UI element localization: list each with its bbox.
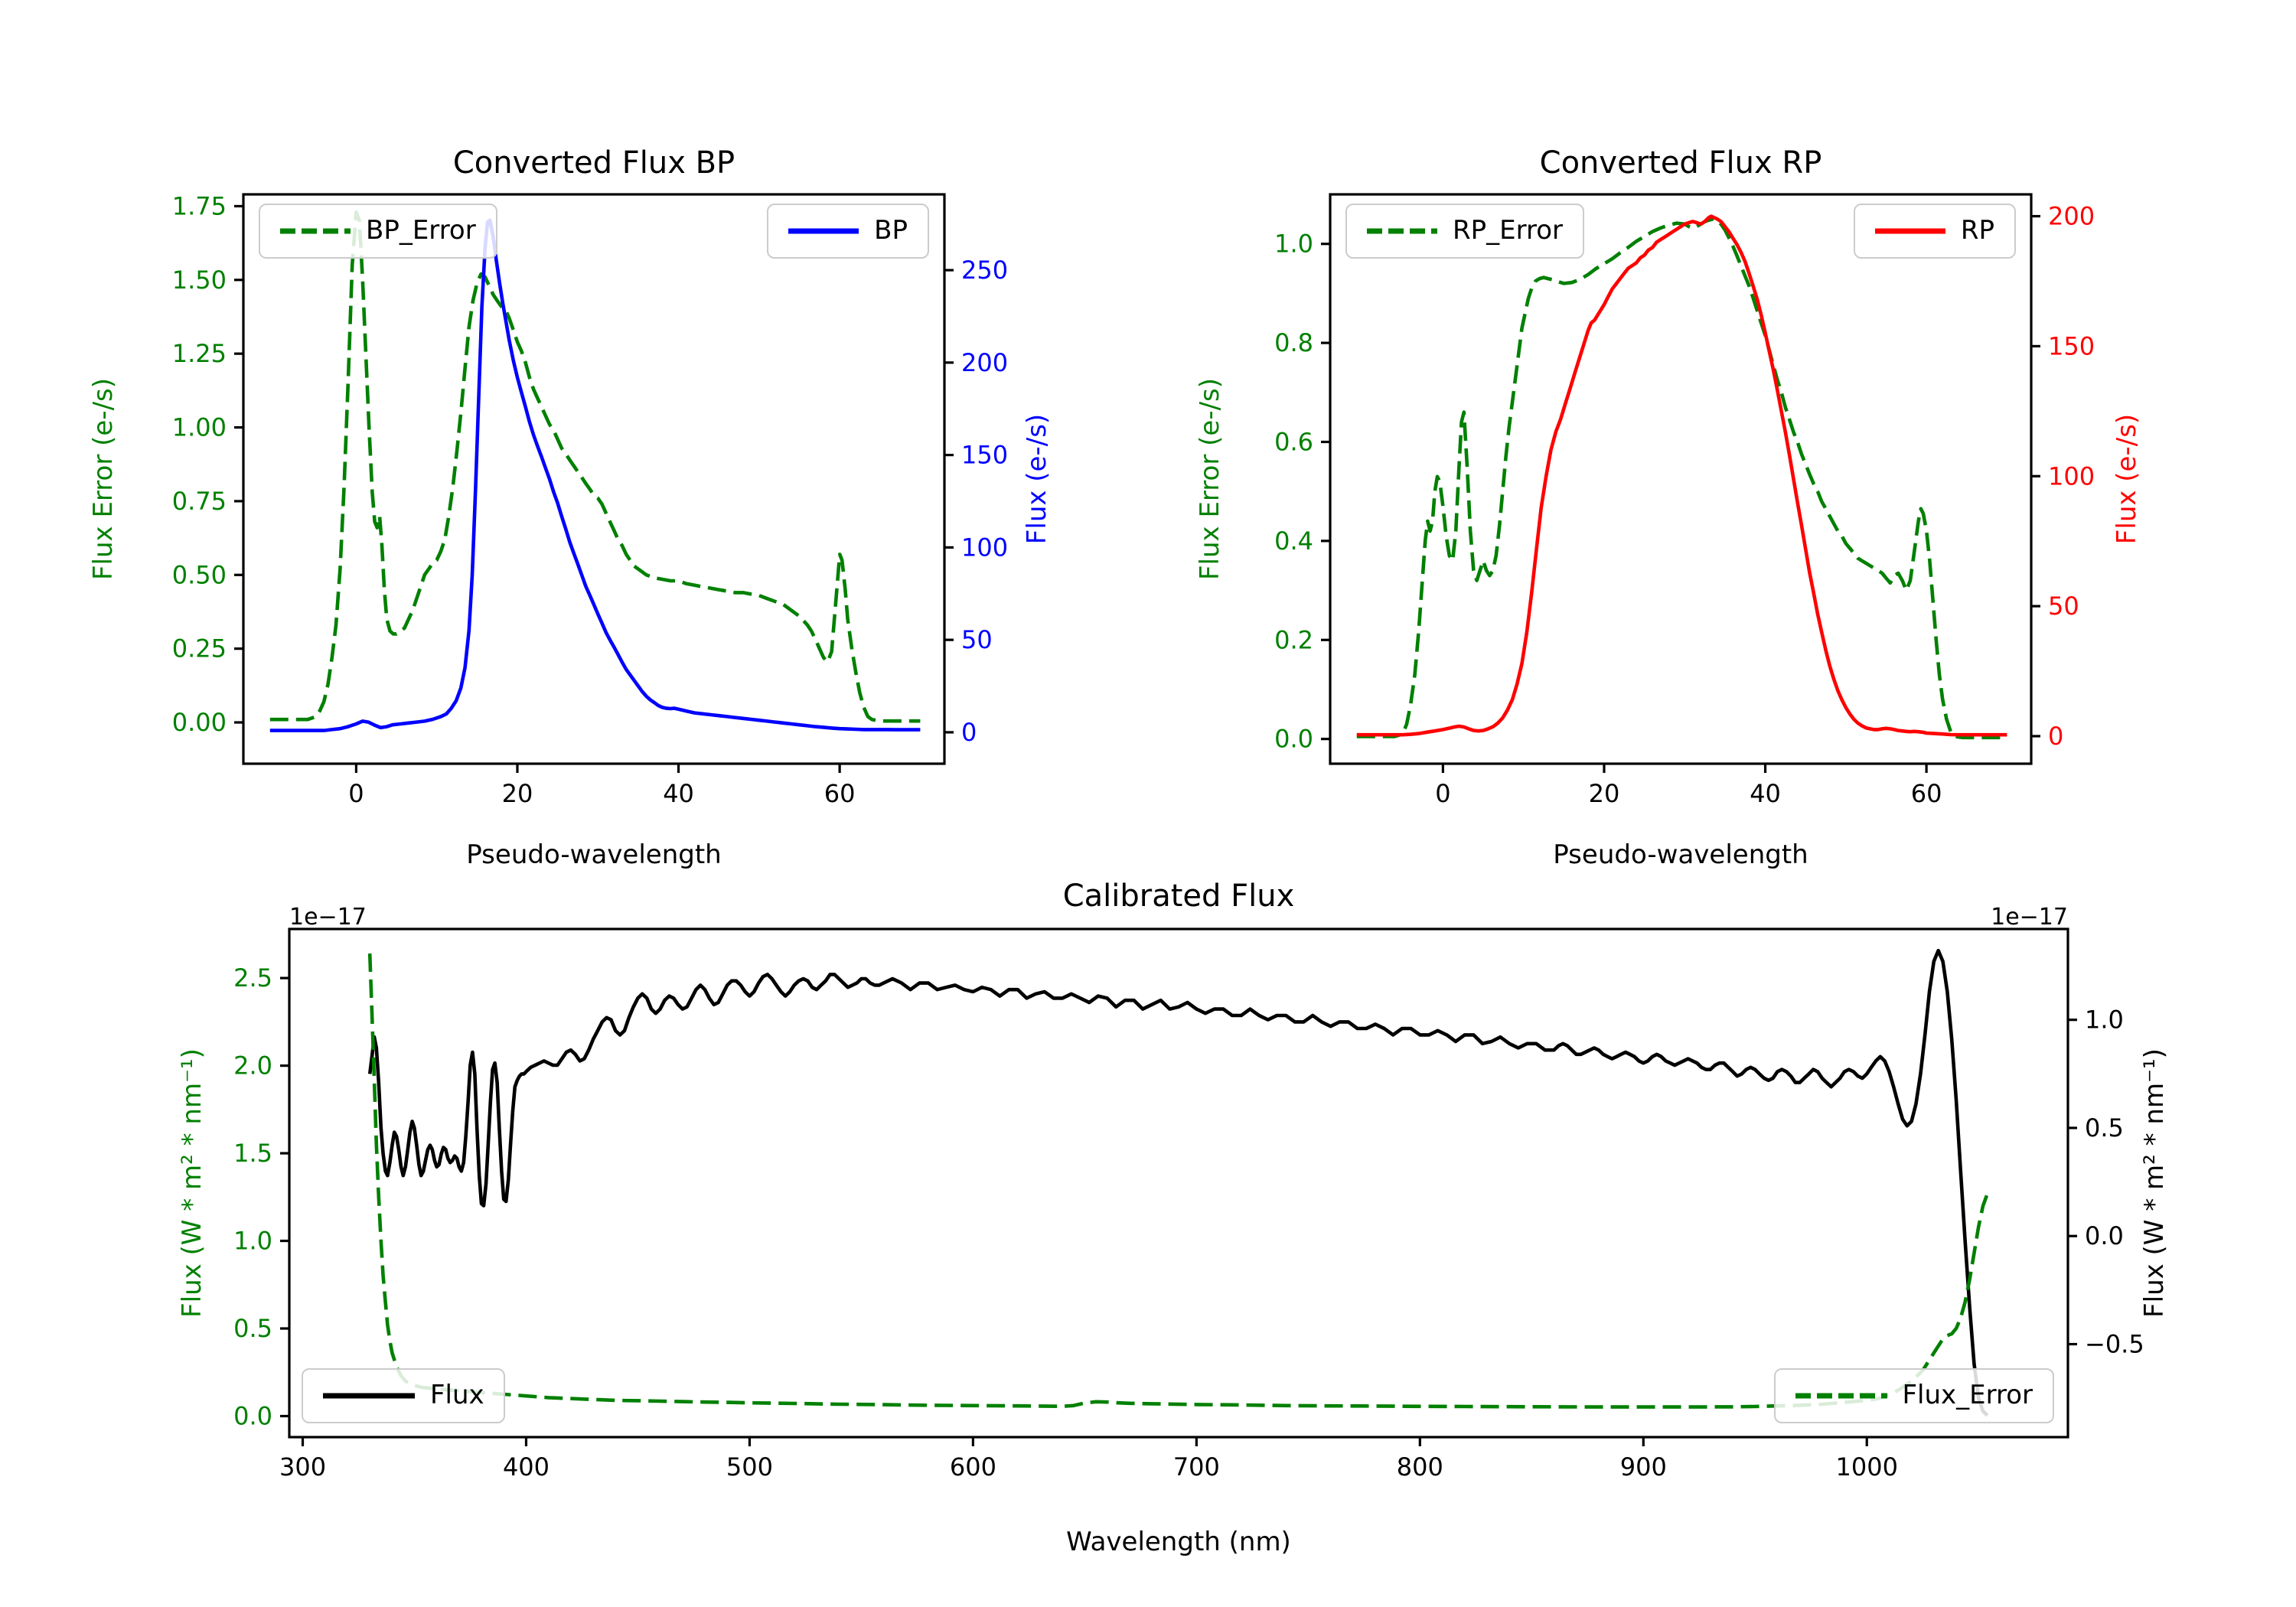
plot-calibrated-title: Calibrated Flux bbox=[1062, 877, 1295, 914]
y-tick-label: 0.2 bbox=[1274, 625, 1313, 654]
flux-error-curve bbox=[367, 953, 1989, 1409]
legend-rp-label: RP bbox=[1960, 216, 1994, 246]
y-tick-label: 1.75 bbox=[172, 191, 227, 220]
solid-line-icon bbox=[323, 1393, 415, 1399]
y-tick-label: 1.25 bbox=[172, 339, 227, 368]
calibrated-xaxis-label: Wavelength (nm) bbox=[1066, 1527, 1291, 1558]
bp-left-yaxis-label: Flux Error (e-/s) bbox=[89, 377, 119, 581]
y-tick-label: 1.0 bbox=[2085, 1006, 2124, 1035]
plot-2: 300 400 500 600 700 800 900 1000 0.0 0.5 1.0 1.5 2.0… bbox=[233, 927, 2144, 1482]
legend-bp: BP bbox=[767, 204, 929, 259]
x-tick-label: 20 bbox=[1589, 779, 1620, 808]
x-tick-label: 300 bbox=[279, 1452, 326, 1482]
y-tick-label: 1.0 bbox=[1274, 230, 1313, 259]
y-tick-label: 0.5 bbox=[2085, 1113, 2124, 1143]
right-axis-offset-label: 1e−17 bbox=[1991, 903, 2068, 931]
plot-0: 0 20 40 60 0.00 0.25 0.50 0.75 1.00 1.25 1.50 1.75 0… bbox=[172, 191, 1008, 808]
y-tick-label: 0.5 bbox=[233, 1314, 272, 1343]
calibrated-left-yaxis-label: Flux (W * m² * nm⁻¹) bbox=[178, 1048, 208, 1318]
x-tick-label: 1000 bbox=[1836, 1452, 1898, 1482]
x-tick-label: 800 bbox=[1397, 1452, 1443, 1482]
flux-curve bbox=[367, 948, 1989, 1417]
rp-left-yaxis-label: Flux Error (e-/s) bbox=[1195, 377, 1226, 581]
y-tick-label: 0.25 bbox=[172, 634, 227, 663]
y-tick-label: −0.5 bbox=[2085, 1330, 2144, 1359]
y-tick-label: 100 bbox=[2048, 461, 2095, 491]
y-tick-label: 50 bbox=[961, 625, 993, 654]
x-tick-label: 60 bbox=[824, 779, 856, 808]
y-tick-label: 150 bbox=[2048, 331, 2095, 360]
y-tick-label: 2.0 bbox=[233, 1051, 272, 1081]
y-tick-label: 0 bbox=[961, 718, 977, 747]
x-tick-label: 40 bbox=[1750, 779, 1781, 808]
bp-xaxis-label: Pseudo-wavelength bbox=[466, 840, 722, 871]
rp-error-curve bbox=[1356, 217, 2007, 740]
y-tick-label: 250 bbox=[961, 256, 1008, 285]
plot-bp-title: Converted Flux BP bbox=[452, 144, 735, 181]
rp-xaxis-label: Pseudo-wavelength bbox=[1553, 840, 1808, 871]
x-tick-label: 500 bbox=[726, 1452, 773, 1482]
y-tick-label: 1.50 bbox=[172, 266, 227, 295]
y-tick-label: 1.5 bbox=[233, 1139, 272, 1168]
bp-curve bbox=[269, 218, 921, 732]
legend-rp: RP bbox=[1853, 204, 2016, 259]
y-tick-label: 0.0 bbox=[2085, 1221, 2124, 1250]
plot-1: 0 20 40 60 0.0 0.2 0.4 0.6 0.8 1.0 0 50 100 150 200 bbox=[1274, 193, 2095, 808]
legend-rp-error-label: RP_Error bbox=[1453, 216, 1564, 246]
legend-bp-error-label: BP_Error bbox=[366, 216, 476, 246]
y-tick-label: 0.4 bbox=[1274, 526, 1313, 556]
axes-frame bbox=[242, 193, 946, 765]
solid-line-icon bbox=[788, 228, 859, 234]
y-tick-label: 0 bbox=[2048, 722, 2063, 751]
left-axis-offset-label: 1e−17 bbox=[289, 903, 367, 931]
x-tick-label: 60 bbox=[1911, 779, 1942, 808]
rp-curve bbox=[1356, 214, 2007, 737]
y-tick-label: 1.00 bbox=[172, 413, 227, 442]
axes-frame bbox=[1329, 193, 2033, 765]
x-tick-label: 0 bbox=[1435, 779, 1450, 808]
y-tick-label: 2.5 bbox=[233, 963, 272, 993]
y-tick-label: 200 bbox=[2048, 202, 2095, 231]
bp-error-curve bbox=[269, 210, 921, 723]
x-tick-label: 20 bbox=[502, 779, 533, 808]
rp-right-yaxis-label: Flux (e-/s) bbox=[2112, 413, 2143, 545]
y-tick-label: 0.8 bbox=[1274, 328, 1313, 357]
y-tick-label: 50 bbox=[2048, 592, 2079, 621]
x-tick-label: 0 bbox=[348, 779, 364, 808]
bp-right-yaxis-label: Flux (e-/s) bbox=[1022, 413, 1053, 545]
y-tick-label: 0.6 bbox=[1274, 427, 1313, 456]
x-tick-label: 900 bbox=[1620, 1452, 1667, 1482]
y-tick-label: 0.75 bbox=[172, 487, 227, 516]
legend-flux: Flux bbox=[302, 1368, 506, 1423]
y-tick-label: 200 bbox=[961, 348, 1008, 377]
legend-flux-label: Flux bbox=[430, 1380, 484, 1411]
y-tick-label: 1.0 bbox=[233, 1227, 272, 1256]
dashed-line-icon bbox=[1367, 228, 1437, 234]
y-tick-label: 100 bbox=[961, 533, 1008, 562]
y-tick-label: 0.0 bbox=[233, 1402, 272, 1431]
x-tick-label: 600 bbox=[950, 1452, 996, 1482]
x-tick-label: 400 bbox=[503, 1452, 550, 1482]
plot-rp-title: Converted Flux RP bbox=[1539, 144, 1822, 181]
y-tick-label: 150 bbox=[961, 441, 1008, 470]
legend-flux-error-label: Flux_Error bbox=[1902, 1380, 2033, 1411]
calibrated-right-yaxis-label: Flux (W * m² * nm⁻¹) bbox=[2140, 1048, 2170, 1318]
dashed-line-icon bbox=[280, 228, 351, 234]
legend-flux-error: Flux_Error bbox=[1773, 1368, 2054, 1423]
y-tick-label: 0.50 bbox=[172, 560, 227, 589]
legend-bp-label: BP bbox=[874, 216, 908, 246]
x-tick-label: 700 bbox=[1173, 1452, 1220, 1482]
legend-rp-error: RP_Error bbox=[1345, 204, 1585, 259]
solid-line-icon bbox=[1874, 228, 1945, 234]
dashed-line-icon bbox=[1795, 1393, 1887, 1399]
legend-bp-error: BP_Error bbox=[259, 204, 497, 259]
y-tick-label: 0.0 bbox=[1274, 725, 1313, 754]
axes-frame bbox=[288, 927, 2069, 1439]
x-tick-label: 40 bbox=[663, 779, 694, 808]
y-tick-label: 0.00 bbox=[172, 708, 227, 737]
